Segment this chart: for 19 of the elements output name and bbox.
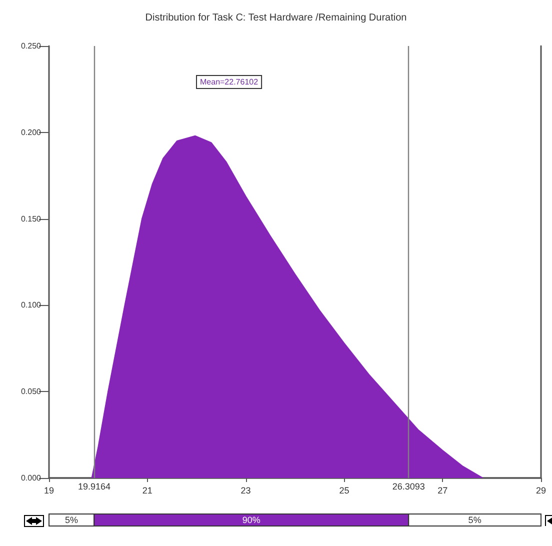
y-tick-label: 0.100 [20,300,42,310]
x-tick-label: 21 [142,486,152,496]
text: 90% [242,515,260,525]
y-tick-label: 0.000 [20,474,42,482]
y-tick-label: 0.250 [20,42,42,50]
x-tick-label: 19 [44,486,54,496]
text: 5% [468,515,482,525]
x-tick-label: 23 [240,486,251,496]
y-tick-label: 0.050 [20,387,42,396]
y-tick-label: 0.150 [20,214,42,224]
text: 5% [65,515,78,525]
y-tick-label: 0.200 [20,128,42,137]
annotation: Mean=22.76102 [200,78,259,86]
ref-line-label: 19.9164 [78,482,111,492]
chart-title: Distribution for Task C: Test Hardware /Remaining Duration [145,12,407,24]
x-tick-label: 27 [438,486,448,496]
x-tick-label: 29 [536,486,546,496]
ref-line-label: 26.3093 [392,482,425,492]
x-tick-label: 25 [339,486,350,496]
